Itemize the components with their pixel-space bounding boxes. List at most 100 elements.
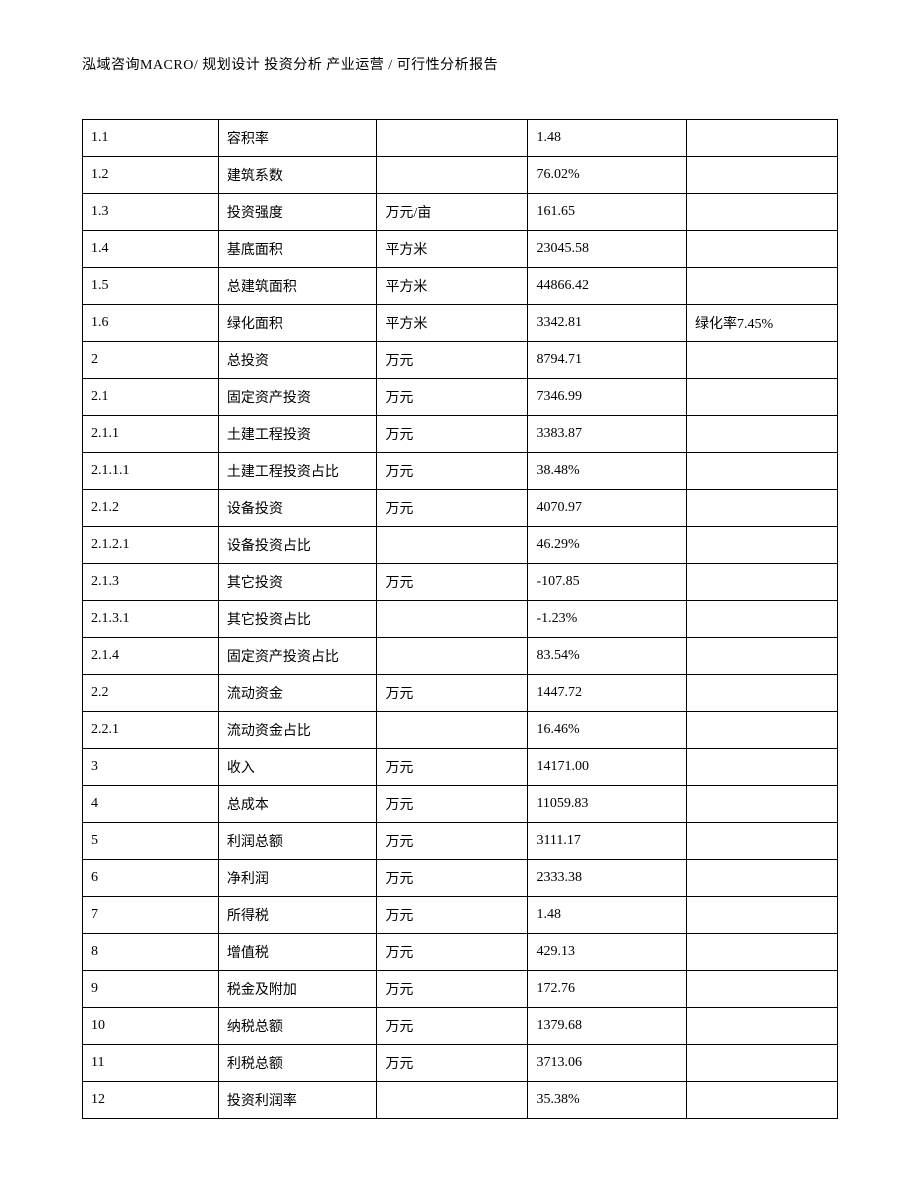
table-cell: 其它投资 — [218, 564, 377, 601]
table-cell — [377, 1082, 528, 1119]
table-cell: 平方米 — [377, 305, 528, 342]
table-cell: 基底面积 — [218, 231, 377, 268]
table-cell — [686, 564, 837, 601]
table-cell: 万元 — [377, 786, 528, 823]
table-cell: 万元 — [377, 897, 528, 934]
table-cell: 万元/亩 — [377, 194, 528, 231]
table-cell: 83.54% — [528, 638, 687, 675]
table-cell: 1.6 — [83, 305, 219, 342]
table-cell: 投资利润率 — [218, 1082, 377, 1119]
table-cell: 万元 — [377, 1008, 528, 1045]
investment-table: 1.1容积率1.481.2建筑系数76.02%1.3投资强度万元/亩161.65… — [82, 119, 838, 1119]
table-body: 1.1容积率1.481.2建筑系数76.02%1.3投资强度万元/亩161.65… — [83, 120, 838, 1119]
table-cell: 投资强度 — [218, 194, 377, 231]
table-row: 7所得税万元1.48 — [83, 897, 838, 934]
table-cell: 1.5 — [83, 268, 219, 305]
table-cell: 2333.38 — [528, 860, 687, 897]
table-cell: 1.2 — [83, 157, 219, 194]
table-cell — [686, 897, 837, 934]
table-row: 2.2.1流动资金占比16.46% — [83, 712, 838, 749]
table-row: 1.5总建筑面积平方米44866.42 — [83, 268, 838, 305]
table-row: 2.1.3.1其它投资占比-1.23% — [83, 601, 838, 638]
table-cell — [686, 601, 837, 638]
table-cell: 2.1 — [83, 379, 219, 416]
table-cell — [686, 712, 837, 749]
table-cell: 2.1.2.1 — [83, 527, 219, 564]
table-cell — [686, 342, 837, 379]
table-cell — [686, 157, 837, 194]
table-cell: 万元 — [377, 379, 528, 416]
table-cell: 1379.68 — [528, 1008, 687, 1045]
table-cell — [686, 194, 837, 231]
table-row: 2.1.2.1设备投资占比46.29% — [83, 527, 838, 564]
table-cell: 万元 — [377, 971, 528, 1008]
table-cell: 44866.42 — [528, 268, 687, 305]
table-cell: 2.2 — [83, 675, 219, 712]
table-cell: 万元 — [377, 564, 528, 601]
table-cell: 1.4 — [83, 231, 219, 268]
table-cell: 流动资金 — [218, 675, 377, 712]
table-cell: 10 — [83, 1008, 219, 1045]
table-row: 2总投资万元8794.71 — [83, 342, 838, 379]
table-cell: 万元 — [377, 749, 528, 786]
table-cell: 4 — [83, 786, 219, 823]
table-cell: 万元 — [377, 934, 528, 971]
table-cell: 8794.71 — [528, 342, 687, 379]
table-cell: 利税总额 — [218, 1045, 377, 1082]
table-cell — [686, 453, 837, 490]
table-cell: 1.1 — [83, 120, 219, 157]
table-cell — [377, 157, 528, 194]
table-cell — [686, 749, 837, 786]
table-cell: 万元 — [377, 1045, 528, 1082]
table-cell: 总投资 — [218, 342, 377, 379]
table-cell: 7 — [83, 897, 219, 934]
table-cell: 平方米 — [377, 268, 528, 305]
table-cell: -107.85 — [528, 564, 687, 601]
table-cell: 容积率 — [218, 120, 377, 157]
table-cell: 设备投资占比 — [218, 527, 377, 564]
table-cell: 76.02% — [528, 157, 687, 194]
table-cell: 161.65 — [528, 194, 687, 231]
table-cell: 万元 — [377, 860, 528, 897]
table-cell — [377, 638, 528, 675]
table-cell: 3111.17 — [528, 823, 687, 860]
table-cell: 38.48% — [528, 453, 687, 490]
table-row: 10纳税总额万元1379.68 — [83, 1008, 838, 1045]
table-cell — [686, 638, 837, 675]
table-cell — [377, 712, 528, 749]
table-cell: 绿化面积 — [218, 305, 377, 342]
table-cell: -1.23% — [528, 601, 687, 638]
table-cell: 流动资金占比 — [218, 712, 377, 749]
table-cell: 绿化率7.45% — [686, 305, 837, 342]
table-cell: 1447.72 — [528, 675, 687, 712]
table-cell: 2.1.4 — [83, 638, 219, 675]
table-cell: 2.1.2 — [83, 490, 219, 527]
table-cell: 万元 — [377, 342, 528, 379]
table-cell — [686, 527, 837, 564]
table-row: 1.6绿化面积平方米3342.81绿化率7.45% — [83, 305, 838, 342]
table-cell: 1.48 — [528, 897, 687, 934]
table-row: 1.3投资强度万元/亩161.65 — [83, 194, 838, 231]
table-cell: 23045.58 — [528, 231, 687, 268]
table-cell — [686, 379, 837, 416]
table-cell: 14171.00 — [528, 749, 687, 786]
table-cell: 万元 — [377, 416, 528, 453]
table-cell — [686, 231, 837, 268]
table-cell: 1.48 — [528, 120, 687, 157]
table-cell: 5 — [83, 823, 219, 860]
table-cell — [686, 823, 837, 860]
table-cell: 增值税 — [218, 934, 377, 971]
table-row: 12投资利润率35.38% — [83, 1082, 838, 1119]
table-cell — [686, 490, 837, 527]
table-cell: 8 — [83, 934, 219, 971]
table-cell — [686, 120, 837, 157]
table-cell: 6 — [83, 860, 219, 897]
table-row: 9税金及附加万元172.76 — [83, 971, 838, 1008]
table-cell: 3383.87 — [528, 416, 687, 453]
table-cell: 所得税 — [218, 897, 377, 934]
table-cell — [686, 786, 837, 823]
table-row: 6净利润万元2333.38 — [83, 860, 838, 897]
table-row: 2.1.3其它投资万元-107.85 — [83, 564, 838, 601]
table-cell: 纳税总额 — [218, 1008, 377, 1045]
table-cell: 3713.06 — [528, 1045, 687, 1082]
